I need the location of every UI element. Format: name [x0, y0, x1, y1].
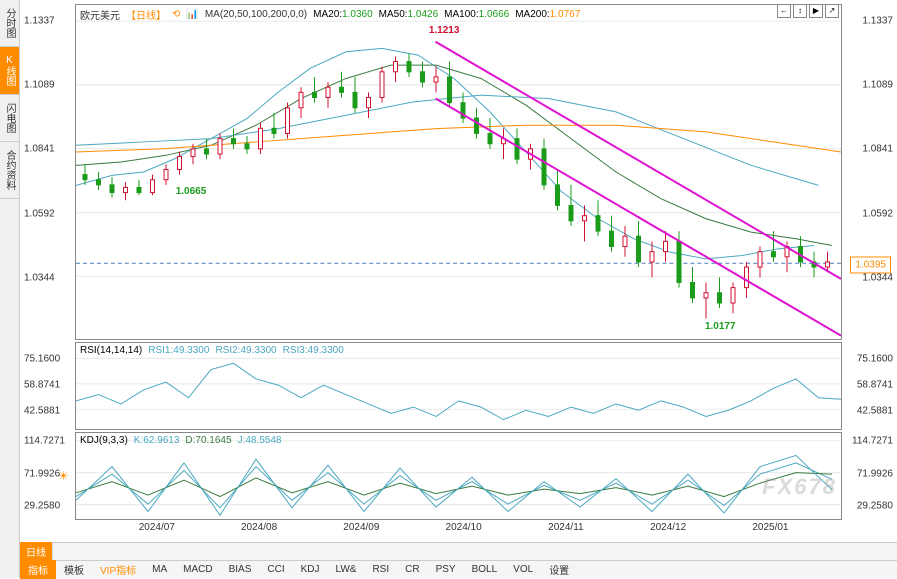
- j-label: J:48.5548: [238, 435, 282, 446]
- kdj-header: KDJ(9,3,3) K:62.9613 D:70.1645 J:48.5548: [80, 435, 282, 446]
- left-tab-strip: 分时图 K线图 闪电图 合约资料: [0, 0, 20, 578]
- indicator-tabs: 指标模板VIP指标MAMACDBIASCCIKDJLW&RSICRPSYBOLL…: [20, 560, 897, 578]
- ma-indicator-icon: 📊: [186, 9, 198, 20]
- d-label: D:70.1645: [185, 435, 231, 446]
- timeframe-daily[interactable]: 日线: [20, 542, 53, 561]
- rsi-panel[interactable]: RSI(14,14,14) RSI1:49.3300 RSI2:49.3300 …: [75, 342, 842, 430]
- x-tick: 2024/08: [241, 522, 277, 533]
- ma200-label: MA200:1.0767: [515, 9, 580, 20]
- x-axis: 2024/07 2024/08 2024/09 2024/10 2024/11 2024/…: [75, 522, 842, 538]
- indicator-tab-KDJ[interactable]: KDJ: [293, 562, 328, 577]
- indicator-tab-CCI[interactable]: CCI: [259, 562, 292, 577]
- indicator-tab-LW&[interactable]: LW&: [328, 562, 365, 577]
- left-tab-contract[interactable]: 合约资料: [0, 142, 19, 199]
- instrument-name: 欧元美元: [80, 7, 120, 22]
- x-tick: 2025/01: [752, 522, 788, 533]
- refresh-icon[interactable]: ⟲: [172, 9, 180, 20]
- kdj-panel[interactable]: ☀ KDJ(9,3,3) K:62.9613 D:70.1645 J:48.55…: [75, 432, 842, 520]
- left-tab-timeshare[interactable]: 分时图: [0, 0, 19, 47]
- rsi2-label: RSI2:49.3300: [215, 345, 276, 356]
- ma-params: MA(20,50,100,200,0,0): [205, 9, 307, 20]
- x-tick: 2024/07: [139, 522, 175, 533]
- chart-area: ← ↕ ▶ ↗ 欧元美元 【日线】 ⟲ 📊 MA(20,50,100,200,0…: [20, 0, 897, 542]
- x-tick: 2024/10: [446, 522, 482, 533]
- indicator-tab-VIP指标[interactable]: VIP指标: [92, 560, 144, 579]
- annotation-low2: 1.0177: [705, 321, 736, 332]
- x-tick: 2024/11: [548, 522, 583, 533]
- indicator-tab-MACD[interactable]: MACD: [175, 562, 220, 577]
- tool-icon-1[interactable]: ←: [777, 4, 791, 18]
- price-header: 欧元美元 【日线】 ⟲ 📊 MA(20,50,100,200,0,0) MA20…: [80, 7, 580, 22]
- k-label: K:62.9613: [134, 435, 180, 446]
- x-tick: 2024/12: [650, 522, 686, 533]
- indicator-tab-指标[interactable]: 指标: [20, 560, 56, 579]
- ma20-label: MA20:1.0360: [313, 9, 373, 20]
- x-tick: 2024/09: [343, 522, 379, 533]
- timeframe-bar: 日线: [20, 542, 897, 560]
- ma100-label: MA100:1.0666: [444, 9, 509, 20]
- indicator-tab-BIAS[interactable]: BIAS: [221, 562, 260, 577]
- left-tab-kline[interactable]: K线图: [0, 47, 19, 95]
- kdj-params: KDJ(9,3,3): [80, 435, 128, 446]
- ma50-label: MA50:1.0426: [379, 9, 439, 20]
- indicator-tab-模板[interactable]: 模板: [56, 560, 92, 579]
- timeframe-label: 【日线】: [126, 7, 166, 22]
- tool-icon-4[interactable]: ↗: [825, 4, 839, 18]
- indicator-tab-MA[interactable]: MA: [144, 562, 175, 577]
- price-svg: [76, 5, 841, 339]
- indicator-tab-CR[interactable]: CR: [397, 562, 427, 577]
- annotation-low1: 1.0665: [176, 186, 207, 197]
- indicator-tab-PSY[interactable]: PSY: [428, 562, 464, 577]
- tool-icon-3[interactable]: ▶: [809, 4, 823, 18]
- indicator-tab-BOLL[interactable]: BOLL: [464, 562, 506, 577]
- chart-toolbar: ← ↕ ▶ ↗: [777, 4, 839, 18]
- rsi3-label: RSI3:49.3300: [283, 345, 344, 356]
- rsi1-label: RSI1:49.3300: [148, 345, 209, 356]
- current-price-box: 1.0395: [850, 256, 891, 273]
- annotation-high: 1.1213: [429, 25, 460, 36]
- indicator-tab-VOL[interactable]: VOL: [505, 562, 541, 577]
- price-panel[interactable]: 欧元美元 【日线】 ⟲ 📊 MA(20,50,100,200,0,0) MA20…: [75, 4, 842, 340]
- left-tab-flash[interactable]: 闪电图: [0, 95, 19, 142]
- tool-icon-2[interactable]: ↕: [793, 4, 807, 18]
- rsi-header: RSI(14,14,14) RSI1:49.3300 RSI2:49.3300 …: [80, 345, 344, 356]
- indicator-tab-RSI[interactable]: RSI: [364, 562, 397, 577]
- indicator-tab-设置[interactable]: 设置: [541, 560, 577, 579]
- rsi-params: RSI(14,14,14): [80, 345, 142, 356]
